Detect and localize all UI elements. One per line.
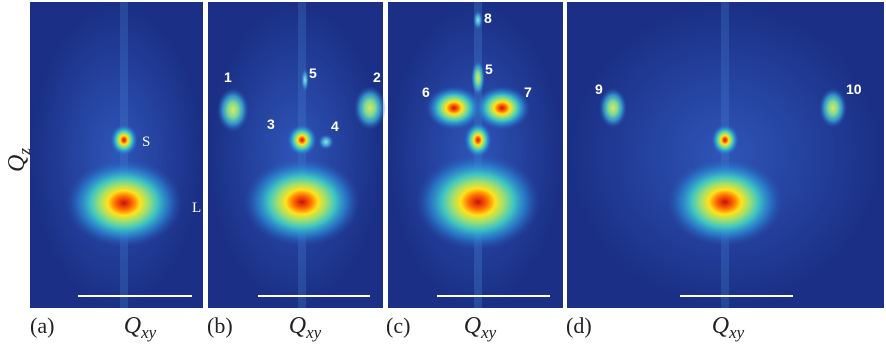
panel-label: (c) — [386, 313, 410, 338]
spot-label: 1 — [224, 69, 232, 85]
spot-label: 2 — [373, 69, 381, 85]
panel-a — [30, 2, 203, 308]
panel-label: (a) — [30, 313, 54, 338]
panel-b — [208, 2, 386, 308]
x-axis-sub: xy — [480, 323, 497, 342]
spot-label: 8 — [484, 10, 492, 26]
y-axis-sub: z — [15, 148, 34, 156]
x-axis-sub: xy — [305, 323, 322, 342]
x-axis-sub: xy — [140, 323, 157, 342]
x-axis-label: Qxy — [289, 313, 322, 342]
x-axis-base: Q — [289, 313, 306, 339]
y-axis-base: Q — [4, 155, 30, 172]
spot-label: 10 — [846, 81, 862, 97]
spot-label: 6 — [422, 84, 430, 100]
panel-label: (d) — [566, 313, 592, 338]
spot-label: 7 — [524, 84, 532, 100]
x-axis-base: Q — [124, 313, 141, 339]
spot-label: 5 — [485, 61, 493, 77]
x-axis-base: Q — [464, 313, 481, 339]
x-axis-sub: xy — [728, 323, 745, 342]
x-axis-base: Q — [712, 313, 729, 339]
panel-d — [567, 2, 884, 308]
spot-label: L — [192, 200, 201, 216]
panel-c — [388, 2, 563, 308]
x-axis-label: Qxy — [464, 313, 497, 342]
y-axis-label: Qz — [4, 148, 34, 172]
x-axis-label: Qxy — [124, 313, 157, 342]
spot-label: S — [142, 134, 150, 150]
spot-label: 9 — [595, 81, 603, 97]
x-axis-label: Qxy — [712, 313, 745, 342]
panel-label: (b) — [207, 313, 233, 338]
spot-label: 3 — [267, 116, 275, 132]
spot-label: 5 — [309, 65, 317, 81]
spot-label: 4 — [331, 118, 339, 134]
